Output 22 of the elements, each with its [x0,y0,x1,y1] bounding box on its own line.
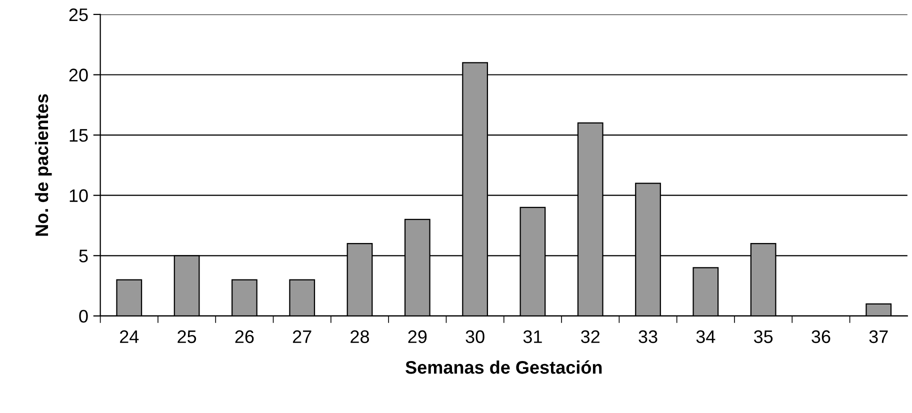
x-tick-label: 31 [523,330,542,344]
x-tick-label: 27 [292,330,312,343]
y-tick-label: 5 [79,250,88,262]
y-tick-label: 10 [70,189,88,202]
y-tick-label: 25 [69,8,88,22]
y-tick-label: 20 [69,68,88,82]
y-axis-title: No. de pacientes [34,94,52,236]
x-tick-label: 33 [638,330,658,344]
x-tick-label: 28 [350,330,370,344]
x-tick-label: 32 [581,330,600,344]
y-tick-label: 15 [70,129,88,142]
x-tick-label: 36 [812,330,830,344]
x-tick-label: 25 [178,330,196,344]
x-tick-label: 35 [754,330,773,344]
x-tick-label: 26 [235,330,254,344]
x-tick-label: 30 [466,330,484,344]
x-tick-label: 29 [408,330,427,344]
x-tick-label: 37 [869,330,888,344]
y-tick-label: 0 [79,310,88,323]
x-axis-title: Semanas de Gestación [406,360,602,374]
x-tick-label: 34 [696,330,716,344]
x-tick-label: 24 [120,330,139,343]
